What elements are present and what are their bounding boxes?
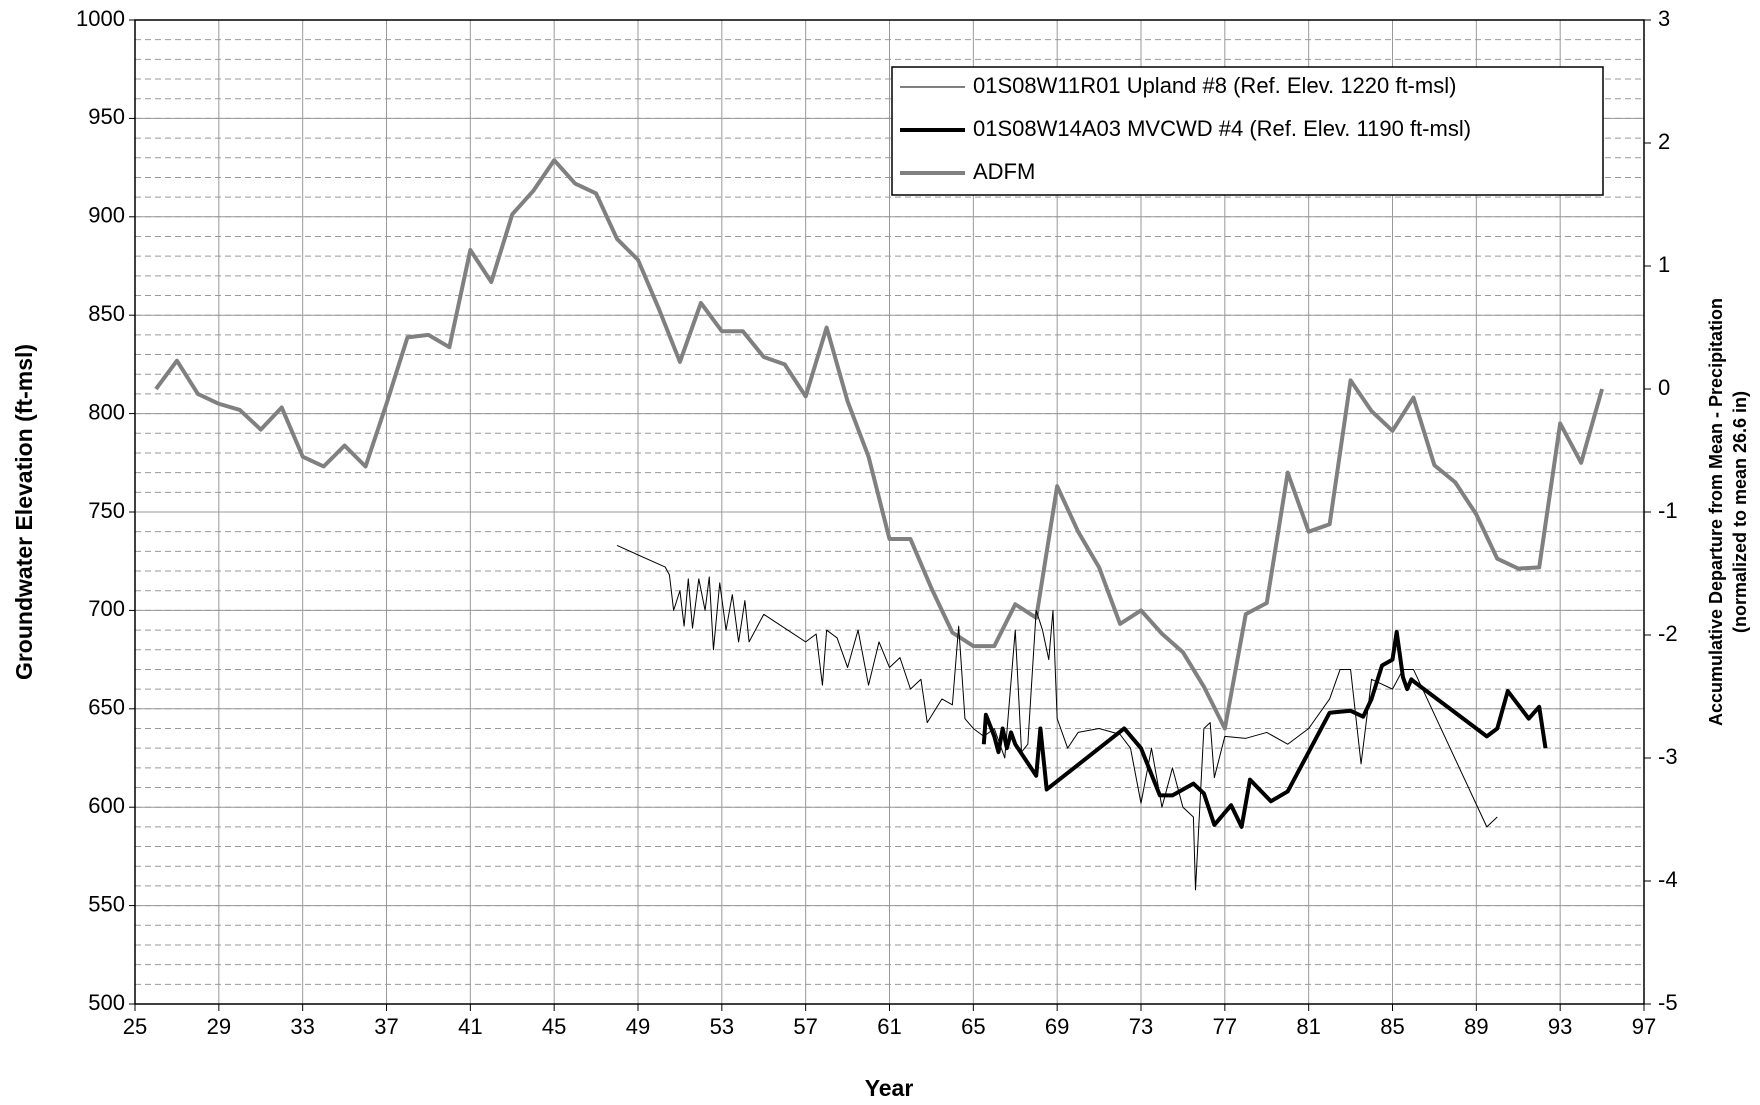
- y2-tick-label: -5: [1658, 990, 1678, 1015]
- y-tick-label: 800: [88, 399, 125, 424]
- y2-tick-label: -4: [1658, 867, 1678, 892]
- y-axis-label: Groundwater Elevation (ft-msl): [11, 344, 37, 680]
- y-tick-label: 850: [88, 301, 125, 326]
- x-tick-label: 37: [374, 1014, 398, 1039]
- y2-tick-label: -1: [1658, 498, 1678, 523]
- x-tick-label: 93: [1548, 1014, 1572, 1039]
- y2-axis-label: Accumulative Departure from Mean - Preci…: [1706, 298, 1726, 726]
- series-line: [981, 630, 1548, 829]
- x-axis-label: Year: [865, 1075, 914, 1101]
- x-tick-label: 41: [458, 1014, 482, 1039]
- x-tick-label: 45: [542, 1014, 566, 1039]
- y-tick-label: 750: [88, 498, 125, 523]
- x-tick-label: 49: [626, 1014, 650, 1039]
- y2-tick-label: -3: [1658, 744, 1678, 769]
- x-tick-label: 25: [123, 1014, 147, 1039]
- y-tick-label: 1000: [76, 6, 125, 31]
- y-tick-label: 900: [88, 203, 125, 228]
- plot-frame: [134, 19, 1645, 1005]
- x-tick-label: 89: [1464, 1014, 1488, 1039]
- y-tick-label: 950: [88, 104, 125, 129]
- legend-box: [891, 66, 1604, 196]
- series-line: [154, 158, 1605, 731]
- series-line: [616, 545, 1498, 891]
- legend-label: ADFM: [973, 159, 1035, 184]
- x-tick-label: 69: [1045, 1014, 1069, 1039]
- x-tick-label: 77: [1213, 1014, 1237, 1039]
- y2-tick-label: 0: [1658, 375, 1670, 400]
- y2-axis-label: (normalized to mean 26.6 in): [1730, 391, 1750, 633]
- y-tick-label: 650: [88, 695, 125, 720]
- x-tick-label: 57: [793, 1014, 817, 1039]
- x-tick-label: 81: [1296, 1014, 1320, 1039]
- y-tick-label: 700: [88, 596, 125, 621]
- x-tick-label: 73: [1129, 1014, 1153, 1039]
- legend-label: 01S08W11R01 Upland #8 (Ref. Elev. 1220 f…: [973, 73, 1456, 98]
- x-tick-label: 85: [1380, 1014, 1404, 1039]
- y2-tick-label: 2: [1658, 129, 1670, 154]
- x-tick-label: 61: [877, 1014, 901, 1039]
- y-tick-label: 550: [88, 891, 125, 916]
- x-tick-label: 33: [290, 1014, 314, 1039]
- y2-tick-label: 3: [1658, 6, 1670, 31]
- x-tick-label: 65: [961, 1014, 985, 1039]
- legend-label: 01S08W14A03 MVCWD #4 (Ref. Elev. 1190 ft…: [973, 116, 1471, 141]
- y-tick-label: 600: [88, 793, 125, 818]
- y2-tick-label: -2: [1658, 621, 1678, 646]
- x-tick-label: 29: [207, 1014, 231, 1039]
- y-tick-label: 500: [88, 990, 125, 1015]
- y2-tick-label: 1: [1658, 252, 1670, 277]
- x-tick-label: 97: [1632, 1014, 1656, 1039]
- x-tick-label: 53: [710, 1014, 734, 1039]
